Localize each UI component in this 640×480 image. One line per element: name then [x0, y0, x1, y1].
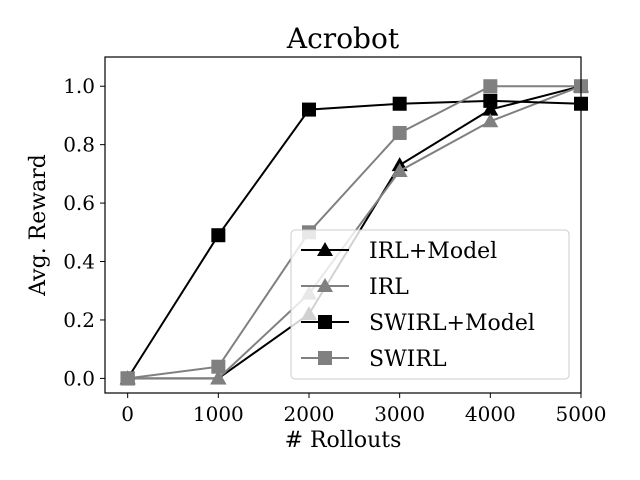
data-point: [392, 125, 407, 140]
y-tick-label: 1.0: [63, 74, 95, 98]
legend: IRL+Model IRL SWIRL+Model SWIRL: [290, 229, 570, 380]
legend-label: SWIRL+Model: [369, 311, 535, 336]
data-point: [483, 79, 498, 94]
y-tick-label: 0.8: [63, 133, 95, 157]
legend-item-swirl: SWIRL: [301, 347, 447, 372]
x-tick-label: 5000: [556, 402, 607, 426]
y-tick-label: 0.6: [63, 191, 95, 215]
data-point: [482, 101, 499, 116]
legend-item-irl-plus-model: IRL+Model: [301, 239, 497, 264]
legend-label: IRL+Model: [369, 239, 497, 264]
plot-area: [119, 78, 589, 386]
data-point: [211, 228, 226, 243]
data-point: [210, 370, 227, 385]
data-point: [392, 96, 407, 111]
legend-marker: [318, 315, 332, 329]
legend-item-irl: IRL: [301, 275, 409, 300]
legend-box: [290, 229, 570, 380]
data-point: [211, 359, 226, 374]
legend-label: SWIRL: [369, 347, 447, 372]
legend-marker: [318, 351, 332, 365]
data-point: [120, 371, 135, 386]
data-point: [302, 102, 316, 117]
y-tick-label: 0.0: [63, 366, 95, 390]
data-point: [483, 93, 498, 108]
legend-marker: [317, 242, 333, 256]
x-tick-label: 2000: [284, 402, 335, 426]
x-tick-label: 4000: [465, 402, 516, 426]
x-tick-label: 3000: [374, 402, 425, 426]
legend-marker: [317, 278, 333, 292]
legend-item-swirl-plus-model: SWIRL+Model: [301, 311, 535, 336]
axis-ticks: 0 1000 2000 3000 4000 5000 0.0 0.2 0.4 0.6 0.8 1.0: [63, 74, 606, 426]
plot-frame: [104, 56, 582, 394]
x-tick-label: 1000: [193, 402, 244, 426]
series-line: [127, 85, 581, 380]
chart-title: Acrobot: [286, 22, 400, 55]
x-axis-label: # Rollouts: [285, 428, 402, 453]
legend-label: IRL: [369, 275, 409, 300]
y-tick-label: 0.2: [63, 308, 95, 332]
y-tick-label: 0.4: [63, 250, 95, 274]
x-tick-label: 0: [121, 402, 134, 426]
series-line: [126, 99, 582, 379]
data-point: [482, 113, 499, 128]
data-point: [391, 162, 408, 177]
y-axis-label: Avg. Reward: [26, 154, 51, 297]
